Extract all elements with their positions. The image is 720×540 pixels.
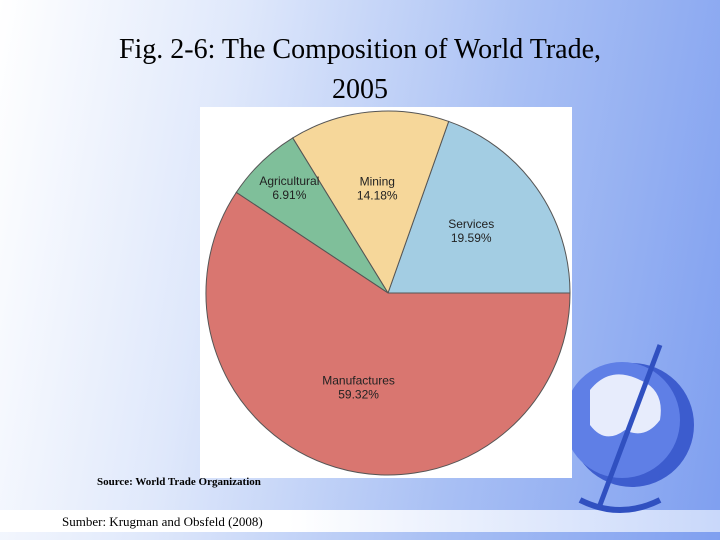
slice-label: Services 19.59% [448, 217, 494, 245]
slice-label: Manufactures 59.32% [322, 374, 395, 402]
chart-title: Fig. 2-6: The Composition of World Trade… [118, 34, 602, 105]
value-label: 14.18% [357, 189, 398, 203]
value-label: 19.59% [451, 231, 492, 245]
pie-slice [292, 110, 450, 295]
slice-label: Agricultural 6.91% [259, 174, 319, 202]
source-note: Source: World Trade Organization [97, 476, 261, 488]
pie-slice [387, 120, 571, 294]
pie-slice [205, 191, 571, 476]
footer-band [0, 510, 720, 532]
slice-label: Mining 14.18% [357, 175, 398, 203]
footer-text: Sumber: Krugman and Obsfeld (2008) [62, 514, 263, 529]
value-label: 59.32% [338, 388, 379, 402]
category-label: Manufactures [322, 374, 395, 388]
category-label: Services [448, 217, 494, 231]
globe-decoration [564, 344, 694, 513]
category-label: Mining [360, 175, 395, 189]
value-label: 6.91% [272, 188, 306, 202]
category-label: Agricultural [259, 174, 319, 188]
